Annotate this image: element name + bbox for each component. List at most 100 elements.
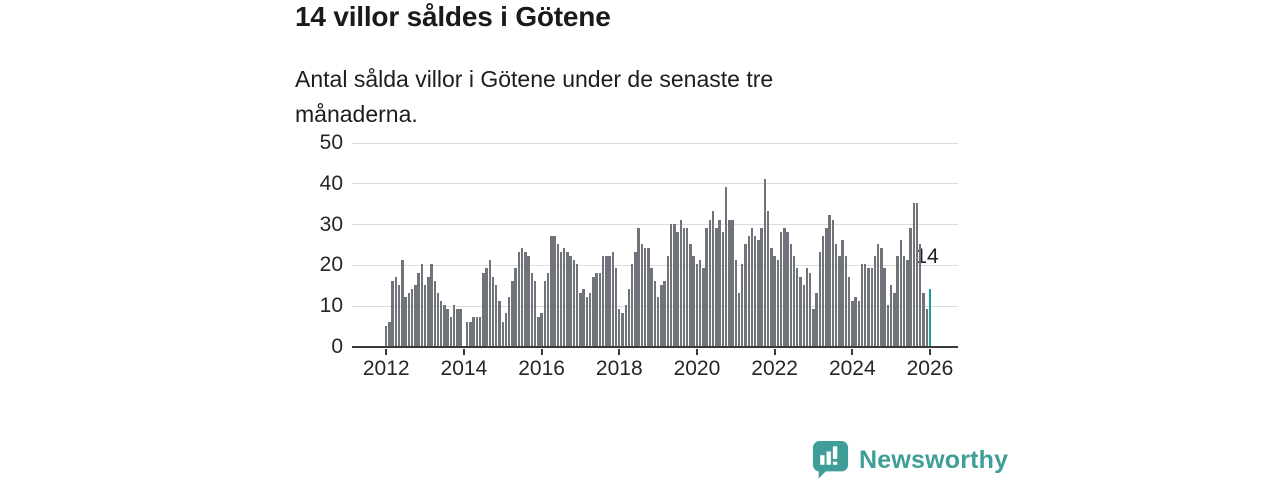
bar	[601, 256, 605, 346]
bar	[556, 244, 559, 346]
bar	[838, 256, 841, 346]
bar	[608, 256, 611, 346]
y-tick-label: 30	[319, 212, 343, 236]
bar	[724, 186, 728, 346]
bar	[841, 239, 844, 346]
bar	[747, 235, 750, 346]
bar	[527, 256, 530, 346]
bar	[660, 284, 663, 346]
plot-area: 14	[352, 142, 958, 348]
bar	[585, 297, 589, 346]
bar	[582, 288, 585, 346]
bar	[663, 280, 666, 346]
x-tick-label: 2018	[595, 357, 643, 380]
bar	[825, 227, 828, 346]
bar	[650, 268, 653, 346]
bar	[446, 309, 449, 346]
bar	[498, 301, 501, 346]
brand-name: Newsworthy	[859, 445, 1009, 474]
bar	[721, 231, 725, 346]
bar	[708, 219, 712, 346]
bar	[420, 264, 424, 346]
bar	[614, 268, 618, 346]
bar	[501, 321, 504, 346]
bar	[397, 284, 401, 346]
bar	[718, 219, 721, 346]
gridline	[352, 142, 958, 144]
bar	[893, 292, 896, 346]
bar	[779, 231, 783, 346]
bar	[478, 317, 482, 346]
bar	[491, 276, 495, 346]
bar	[653, 280, 657, 346]
bar	[592, 276, 595, 346]
bar	[563, 248, 566, 346]
gridline	[352, 183, 958, 185]
bar	[423, 284, 427, 346]
bar	[702, 268, 705, 346]
bar	[524, 252, 527, 346]
bar	[786, 231, 789, 346]
bar	[899, 239, 903, 346]
bar	[705, 227, 708, 346]
gridline	[352, 224, 958, 226]
bar	[737, 292, 741, 346]
gridline	[352, 264, 958, 266]
bar	[546, 272, 550, 346]
x-axis-tick	[928, 349, 931, 355]
bar	[682, 227, 686, 346]
bar	[870, 268, 873, 346]
y-tick-label: 40	[319, 171, 343, 195]
bar	[436, 292, 440, 346]
bar	[925, 309, 928, 346]
bar	[621, 313, 624, 346]
bar	[401, 260, 404, 346]
bar	[831, 219, 835, 346]
bar	[430, 264, 433, 346]
bar	[495, 284, 498, 346]
bar	[520, 248, 524, 346]
y-tick-label: 10	[319, 294, 343, 318]
bar	[857, 301, 860, 346]
bar	[656, 297, 660, 346]
bar	[728, 219, 731, 346]
bar	[569, 256, 572, 346]
bar	[566, 252, 569, 346]
bar	[443, 305, 446, 346]
bar	[902, 256, 906, 346]
bar	[449, 317, 453, 346]
bar	[883, 268, 886, 346]
bar	[844, 256, 848, 346]
bar	[414, 284, 417, 346]
bar	[452, 305, 456, 346]
brand-footer: Newsworthy	[812, 441, 1008, 479]
bar	[605, 256, 608, 346]
bar	[698, 260, 702, 346]
bar	[488, 260, 491, 346]
bar	[640, 244, 644, 346]
bar	[456, 309, 459, 346]
bar	[433, 280, 436, 346]
bar	[876, 244, 880, 346]
bar	[666, 256, 670, 346]
x-tick-label: 2024	[828, 357, 876, 380]
bar	[676, 231, 679, 346]
x-tick-label: 2012	[362, 357, 410, 380]
bar	[880, 248, 883, 346]
chart-subtitle: Antal sålda villor i Götene under de sen…	[295, 66, 774, 127]
bar	[734, 260, 737, 346]
x-axis-tick	[851, 349, 854, 355]
bar	[715, 227, 718, 346]
bar	[679, 219, 682, 346]
bar	[404, 297, 407, 346]
bar	[796, 268, 799, 346]
bar	[783, 227, 786, 346]
bar	[559, 252, 563, 346]
bar	[750, 227, 754, 346]
bar	[550, 235, 553, 346]
x-tick-label: 2014	[440, 357, 488, 380]
bar	[763, 178, 767, 346]
bar	[906, 260, 909, 346]
bar	[741, 264, 744, 346]
y-tick-label: 20	[319, 253, 343, 277]
